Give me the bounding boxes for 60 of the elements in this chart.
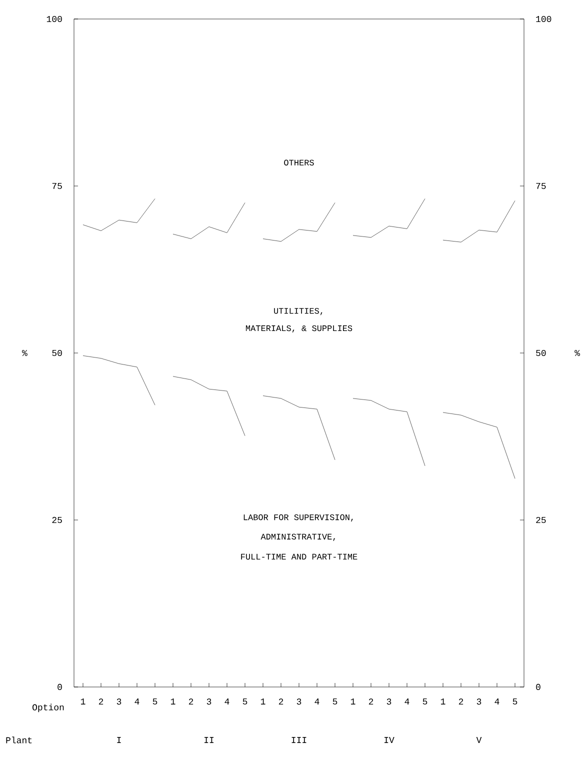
x-tick-label: 1 (80, 698, 86, 704)
text: II (204, 737, 214, 743)
line-series (82, 198, 156, 231)
x-tick-label: 1 (170, 698, 176, 704)
x-tick-label: 2 (188, 698, 194, 705)
text: I (117, 737, 121, 743)
x-tick-label: 4 (134, 698, 140, 704)
x-tick-label: 4 (404, 698, 410, 704)
x-tick-label: 5 (152, 698, 158, 705)
y2-tick-label: 50 (536, 350, 546, 356)
x-tick-label: 3 (206, 698, 212, 705)
line-series (82, 355, 156, 406)
x-tick-label: 4 (494, 698, 500, 704)
x-tick-label: 3 (116, 698, 122, 705)
y2-tick-label: 100 (536, 16, 552, 22)
y-tick-label: 25 (52, 516, 62, 524)
x-tick-label: 4 (224, 698, 230, 704)
line-series (262, 202, 336, 242)
x-tick-label: 5 (422, 698, 428, 705)
annotation: OTHERS (284, 160, 314, 166)
x-tick-label: 1 (440, 698, 446, 704)
x-tick-label: 3 (476, 698, 482, 705)
annotation: LABOR FOR SUPERVISION, (244, 514, 353, 522)
x-tick-label: 5 (332, 698, 338, 705)
line-series (352, 398, 426, 466)
y2-tick-label: 25 (536, 516, 546, 524)
line-series (442, 200, 516, 242)
text: Plant (6, 736, 32, 744)
x-tick-label: 3 (386, 698, 392, 705)
y2-tick-label: 75 (536, 182, 546, 190)
line-series (352, 198, 426, 238)
y-tick-label: 75 (52, 182, 62, 190)
x-tick-label: 1 (260, 698, 266, 704)
annotation: UTILITIES, (274, 308, 322, 316)
text: V (476, 737, 482, 743)
line-series (172, 376, 246, 436)
x-tick-label: 2 (458, 698, 464, 705)
y2-tick-label: 0 (536, 684, 540, 690)
y2-axis-title: % (574, 350, 580, 356)
text: III (292, 737, 306, 743)
x-tick-label: 2 (278, 698, 284, 705)
y-tick-label: 50 (52, 350, 62, 356)
line-series (172, 202, 246, 239)
x-tick-label: 5 (512, 698, 518, 705)
x-tick-label: 1 (350, 698, 356, 704)
x-tick-label: 3 (296, 698, 302, 705)
x-tick-label: 4 (314, 698, 320, 704)
x-tick-label: 2 (368, 698, 374, 705)
text: IV (384, 737, 394, 743)
line-series (442, 412, 516, 479)
annotation: MATERIALS, & SUPPLIES (246, 325, 352, 333)
annotation: FULL-TIME AND PART-TIME (241, 554, 358, 560)
line-series (262, 396, 336, 460)
annotation: ADMINISTRATIVE, (260, 534, 336, 541)
y-tick-label: 0 (58, 684, 62, 690)
x-tick-label: 2 (98, 698, 104, 705)
y-axis-title: % (22, 350, 28, 356)
x-axis-title: Option (32, 704, 64, 712)
x-tick-label: 5 (242, 698, 248, 705)
y-tick-label: 100 (46, 16, 62, 22)
